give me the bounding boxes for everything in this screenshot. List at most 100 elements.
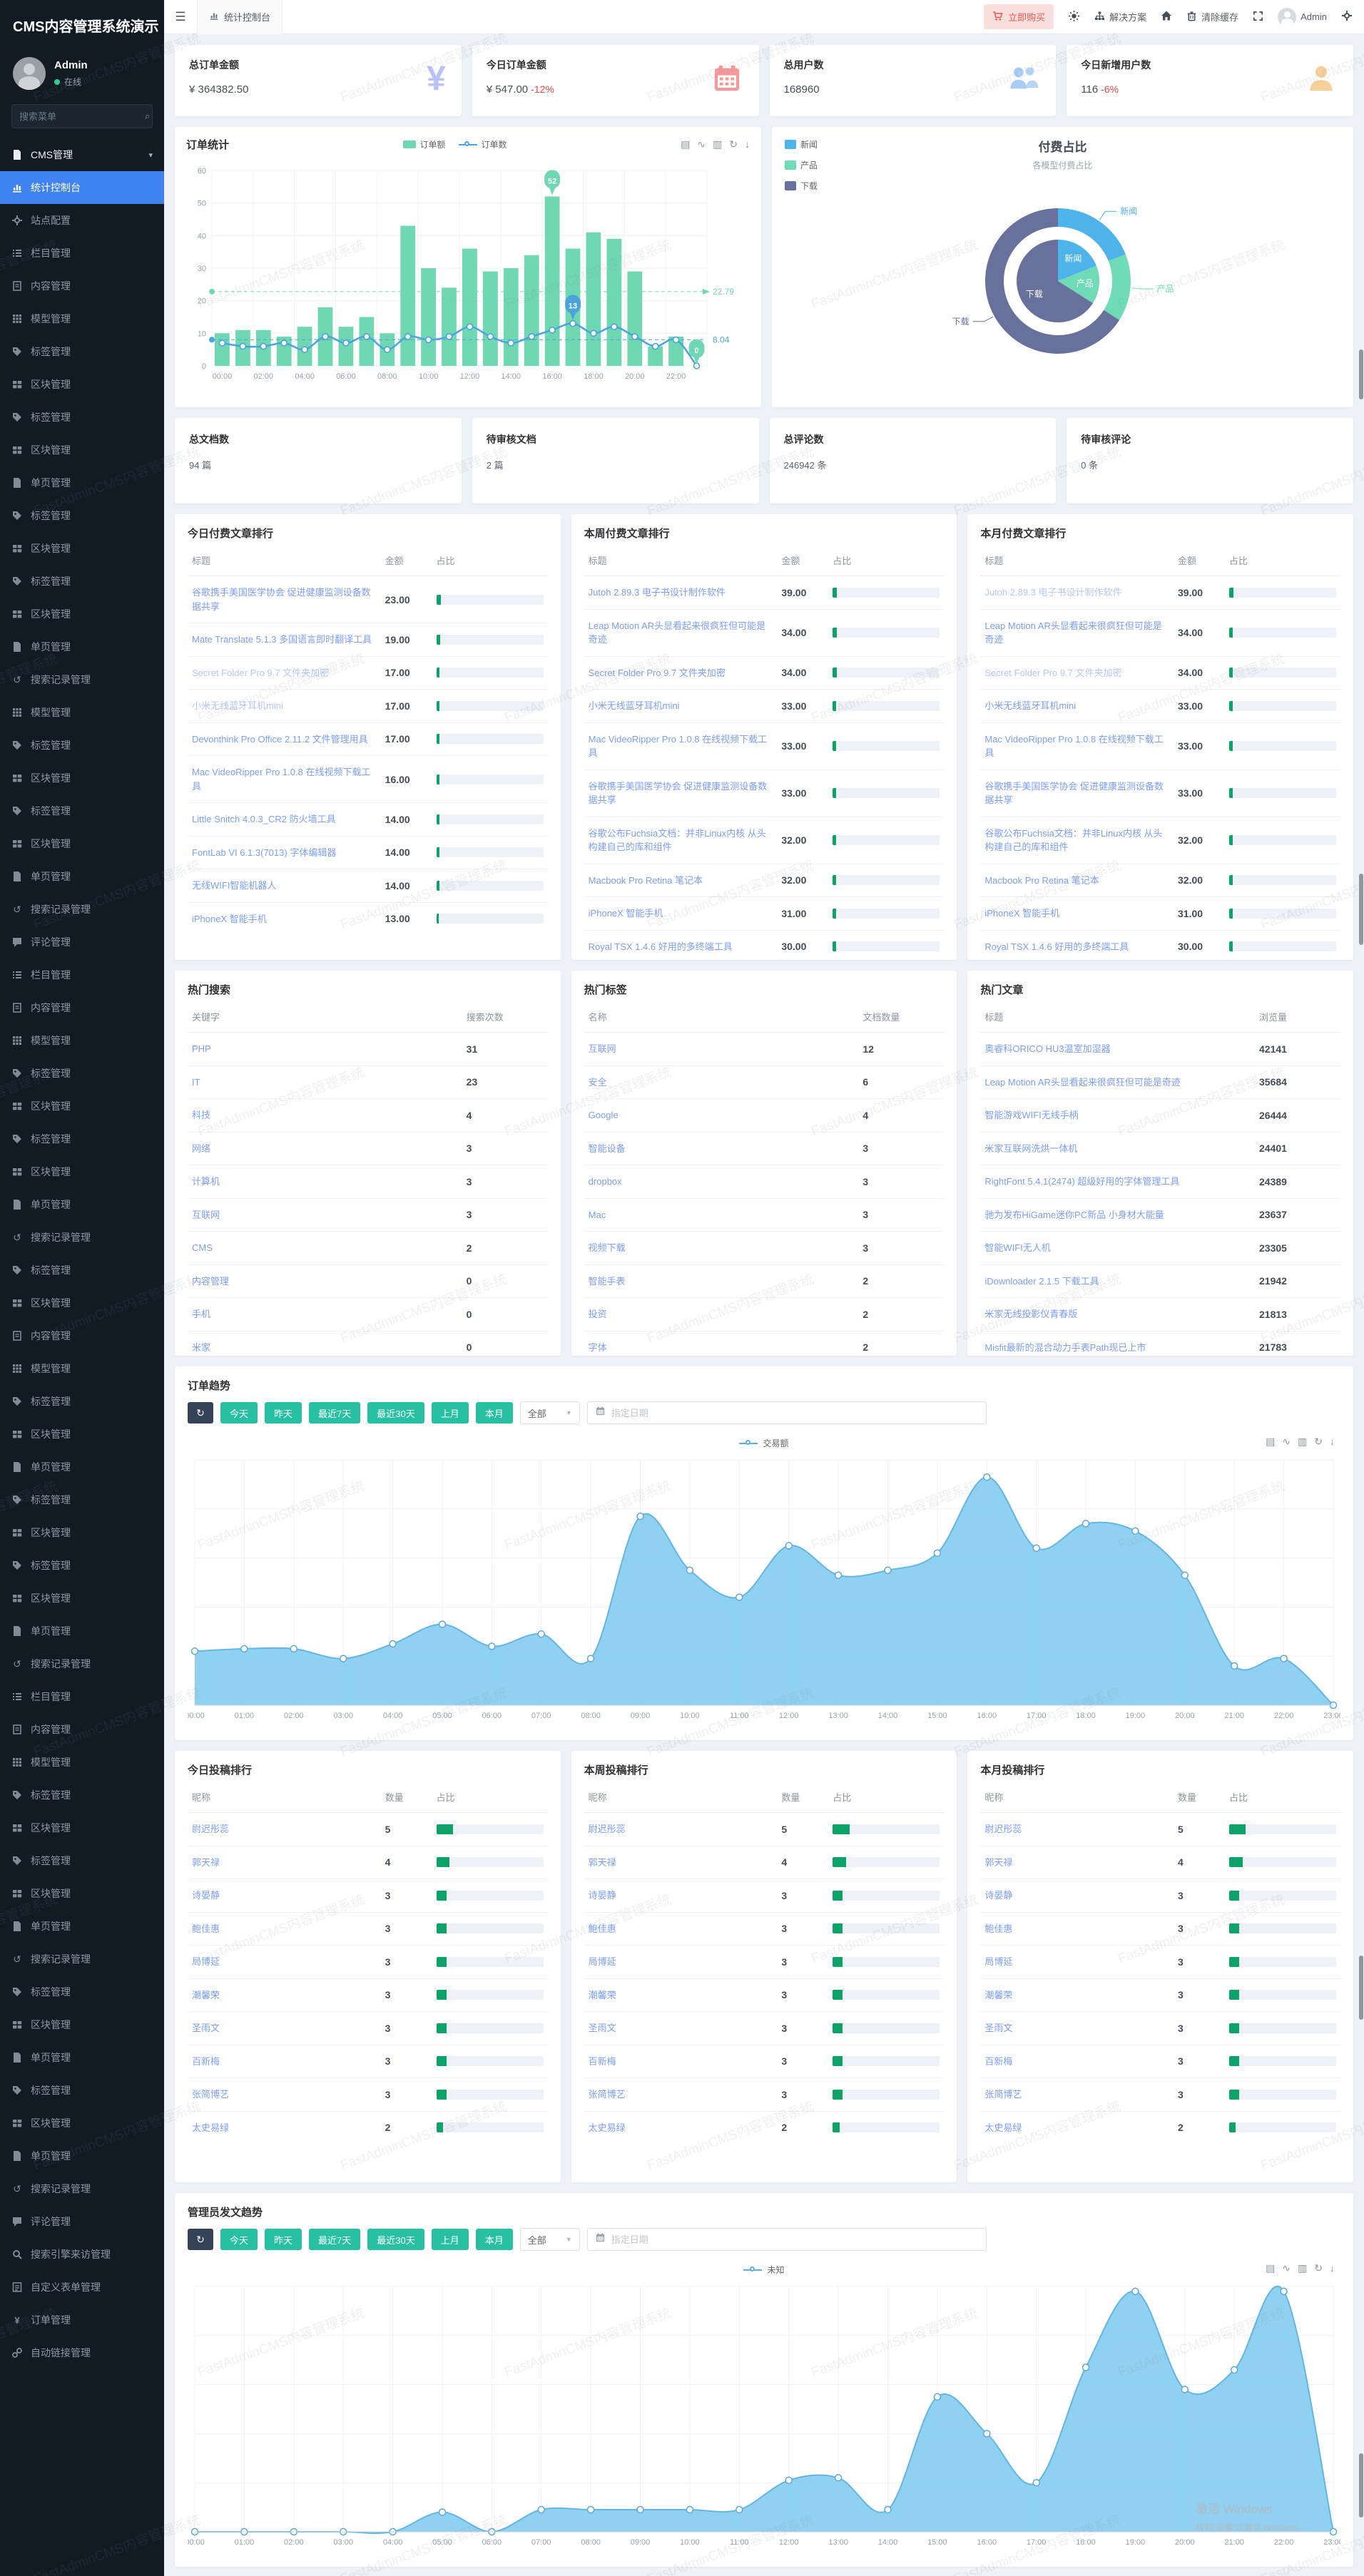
sidebar-item-27[interactable]: 模型管理 bbox=[0, 1024, 164, 1057]
user-link[interactable]: 诗晏静 bbox=[984, 1890, 1013, 1901]
data-view-icon[interactable]: ▤ bbox=[681, 138, 691, 150]
avatar[interactable] bbox=[13, 57, 46, 90]
item-link[interactable]: 米家互联网洗烘一体机 bbox=[984, 1143, 1078, 1154]
item-link[interactable]: 视频下载 bbox=[588, 1242, 626, 1253]
user-link[interactable]: 太史易绿 bbox=[192, 2122, 230, 2133]
sidebar-item-19[interactable]: 区块管理 bbox=[0, 762, 164, 794]
line-chart-icon[interactable]: ∿ bbox=[1282, 2262, 1291, 2274]
article-link[interactable]: Secret Folder Pro 9.7 文件夹加密 bbox=[588, 667, 726, 678]
sidebar-item-29[interactable]: 区块管理 bbox=[0, 1090, 164, 1123]
sidebar-item-50[interactable]: 标签管理 bbox=[0, 1779, 164, 1811]
user-link[interactable]: 张简博艺 bbox=[588, 2089, 626, 2100]
item-link[interactable]: 互联网 bbox=[192, 1209, 220, 1220]
legend-line-series[interactable]: 订单数 bbox=[458, 138, 507, 150]
user-link[interactable]: 潮馨荣 bbox=[984, 1989, 1013, 2000]
sidebar-item-41[interactable]: 标签管理 bbox=[0, 1483, 164, 1516]
article-link[interactable]: 小米无线蓝牙耳机mini bbox=[588, 700, 680, 711]
sidebar-item-64[interactable]: 搜索引擎来访管理 bbox=[0, 2238, 164, 2271]
user-link[interactable]: 潮馨荣 bbox=[192, 1989, 220, 2000]
user-link[interactable]: 郭天禄 bbox=[588, 1856, 616, 1868]
article-link[interactable]: 谷歌携手美国医学协会 促进健康监测设备数据共享 bbox=[192, 587, 371, 612]
article-link[interactable]: 小米无线蓝牙耳机mini bbox=[192, 700, 283, 711]
sidebar-item-43[interactable]: 标签管理 bbox=[0, 1549, 164, 1582]
item-link[interactable]: dropbox bbox=[588, 1176, 622, 1187]
type-select[interactable]: 全部 ▼ bbox=[519, 2228, 580, 2251]
article-link[interactable]: Macbook Pro Retina 笔记本 bbox=[588, 874, 703, 886]
user-link[interactable]: 鲍佳惠 bbox=[984, 1923, 1013, 1934]
sidebar-item-21[interactable]: 区块管理 bbox=[0, 827, 164, 860]
article-link[interactable]: 谷歌公布Fuchsia文档：并非Linux内核 从头构建自己的库和组件 bbox=[984, 827, 1163, 853]
article-link[interactable]: iPhoneX 智能手机 bbox=[192, 913, 267, 924]
sidebar-item-56[interactable]: 标签管理 bbox=[0, 1976, 164, 2008]
item-link[interactable]: Misfit最新的混合动力手表Path现已上市 bbox=[984, 1341, 1146, 1353]
item-link[interactable]: 互联网 bbox=[588, 1043, 616, 1054]
article-link[interactable]: Mac VideoRipper Pro 1.0.8 在线视频下载工具 bbox=[588, 733, 768, 759]
pie-legend-item[interactable]: 新闻 bbox=[785, 138, 818, 150]
sidebar-item-18[interactable]: 标签管理 bbox=[0, 729, 164, 762]
range-button-今天[interactable]: 今天 bbox=[220, 1402, 258, 1424]
download-icon[interactable]: ↓ bbox=[1330, 2262, 1335, 2274]
article-link[interactable]: 小米无线蓝牙耳机mini bbox=[984, 700, 1077, 711]
menu-search[interactable]: ⌕ bbox=[11, 104, 153, 128]
bar-chart-icon[interactable]: ▥ bbox=[713, 138, 723, 150]
user-link[interactable]: 太史易绿 bbox=[588, 2122, 626, 2133]
hamburger-icon[interactable]: ☰ bbox=[175, 9, 186, 24]
item-link[interactable]: 字体 bbox=[588, 1341, 607, 1353]
sidebar-item-20[interactable]: 标签管理 bbox=[0, 794, 164, 827]
user-link[interactable]: 诗晏静 bbox=[588, 1890, 616, 1901]
sidebar-item-65[interactable]: 自定义表单管理 bbox=[0, 2271, 164, 2304]
sidebar-item-9[interactable]: 区块管理 bbox=[0, 434, 164, 466]
sidebar-item-49[interactable]: 模型管理 bbox=[0, 1746, 164, 1779]
user-link[interactable]: 圣雨文 bbox=[984, 2023, 1013, 2033]
user-link[interactable]: 鲍佳惠 bbox=[192, 1923, 220, 1934]
user-link[interactable]: 尉迟彤蕊 bbox=[588, 1824, 626, 1834]
line-chart-icon[interactable]: ∿ bbox=[697, 138, 706, 150]
item-link[interactable]: 智能游戏WIFI无线手柄 bbox=[984, 1110, 1079, 1120]
user-link[interactable]: 潮馨荣 bbox=[588, 1989, 616, 2000]
item-link[interactable]: 智能WIFI无人机 bbox=[984, 1242, 1051, 1253]
sidebar-item-24[interactable]: 评论管理 bbox=[0, 926, 164, 959]
sidebar-item-46[interactable]: ↺ 搜索记录管理 bbox=[0, 1647, 164, 1680]
sidebar-item-13[interactable]: 标签管理 bbox=[0, 565, 164, 598]
refresh-icon[interactable]: ↻ bbox=[729, 138, 738, 150]
legend-bar-series[interactable]: 订单额 bbox=[402, 138, 446, 150]
sidebar-item-51[interactable]: 区块管理 bbox=[0, 1811, 164, 1844]
item-link[interactable]: 驰为发布HiGame迷你PC新品 小身材大能量 bbox=[984, 1209, 1164, 1220]
user-menu[interactable]: Admin bbox=[1278, 7, 1327, 26]
sidebar-item-7[interactable]: 区块管理 bbox=[0, 368, 164, 401]
item-link[interactable]: 计算机 bbox=[192, 1176, 220, 1187]
item-link[interactable]: IT bbox=[192, 1076, 200, 1088]
sidebar-item-2[interactable]: 站点配置 bbox=[0, 204, 164, 237]
sidebar-item-53[interactable]: 区块管理 bbox=[0, 1877, 164, 1910]
sidebar-item-54[interactable]: 单页管理 bbox=[0, 1910, 164, 1943]
theme-toggle-button[interactable] bbox=[1068, 10, 1080, 24]
user-link[interactable]: 局博延 bbox=[192, 1956, 220, 1967]
sidebar-item-23[interactable]: ↺ 搜索记录管理 bbox=[0, 893, 164, 926]
trend-chart[interactable]: 交易额 ▤ ∿ ▥ ↻ ↓ 00:00 01:00 02:00 03:00 04:00 05:00… bbox=[185, 1431, 1343, 1729]
user-link[interactable]: 百新梅 bbox=[984, 2055, 1013, 2067]
item-link[interactable]: 米家 bbox=[192, 1341, 211, 1353]
item-link[interactable]: 米家无线投影仪青春版 bbox=[984, 1309, 1078, 1319]
page-scrollbar[interactable] bbox=[1358, 0, 1364, 2576]
date-range-input[interactable] bbox=[586, 1401, 987, 1424]
item-link[interactable]: 智能设备 bbox=[588, 1143, 626, 1154]
sidebar-item-38[interactable]: 标签管理 bbox=[0, 1385, 164, 1418]
sidebar-item-66[interactable]: ¥ 订单管理 bbox=[0, 2304, 164, 2336]
sidebar-item-12[interactable]: 区块管理 bbox=[0, 532, 164, 565]
sidebar-item-36[interactable]: 内容管理 bbox=[0, 1319, 164, 1352]
sidebar-item-59[interactable]: 标签管理 bbox=[0, 2074, 164, 2107]
range-button-最近30天[interactable]: 最近30天 bbox=[367, 1402, 424, 1424]
sidebar-item-61[interactable]: 单页管理 bbox=[0, 2140, 164, 2172]
refresh-icon[interactable]: ↻ bbox=[1314, 1436, 1323, 1447]
bar-chart-icon[interactable]: ▥ bbox=[1298, 1436, 1308, 1447]
sidebar-item-47[interactable]: 栏目管理 bbox=[0, 1680, 164, 1713]
item-link[interactable]: 投资 bbox=[588, 1309, 607, 1319]
user-link[interactable]: 诗晏静 bbox=[192, 1890, 220, 1901]
sidebar-item-32[interactable]: 单页管理 bbox=[0, 1188, 164, 1221]
sidebar-item-40[interactable]: 单页管理 bbox=[0, 1451, 164, 1483]
sidebar-item-11[interactable]: 标签管理 bbox=[0, 499, 164, 532]
article-link[interactable]: Secret Folder Pro 9.7 文件夹加密 bbox=[984, 667, 1122, 678]
sidebar-item-1[interactable]: 统计控制台 bbox=[0, 171, 164, 204]
sidebar-item-4[interactable]: 内容管理 bbox=[0, 270, 164, 302]
bar-chart-icon[interactable]: ▥ bbox=[1298, 2262, 1308, 2274]
